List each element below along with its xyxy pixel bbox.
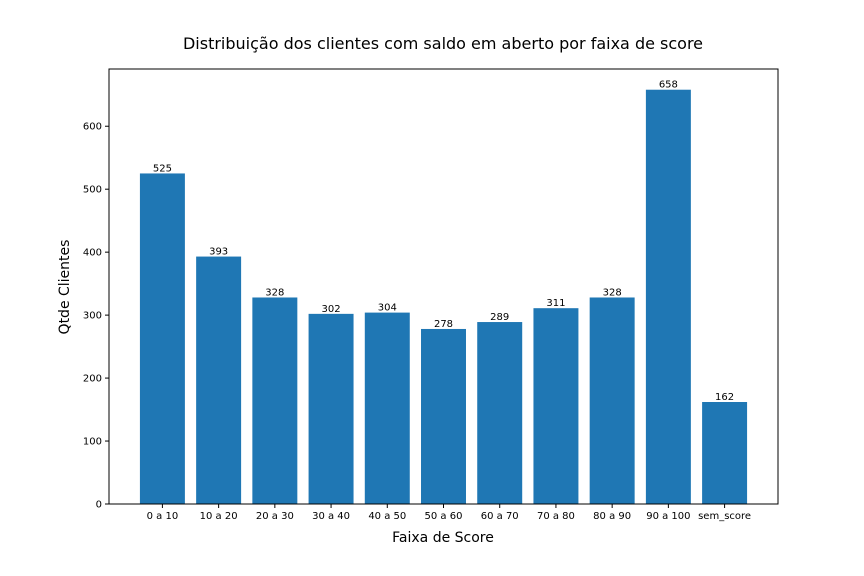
chart-title: Distribuição dos clientes com saldo em a… [183, 34, 703, 53]
y-tick-label: 500 [83, 185, 102, 196]
x-tick-label: 80 a 90 [593, 511, 631, 522]
data-label: 311 [546, 298, 565, 309]
data-label: 525 [153, 163, 172, 174]
data-label: 328 [265, 287, 284, 298]
data-label: 162 [715, 392, 734, 403]
y-tick-label: 0 [96, 500, 102, 511]
y-tick-label: 300 [83, 311, 102, 322]
bar-50-a-60 [421, 328, 466, 504]
data-label: 304 [378, 303, 397, 314]
data-label: 302 [322, 304, 341, 315]
bar-60-a-70 [477, 322, 523, 504]
x-tick-label: 0 a 10 [147, 511, 179, 522]
bar-20-a-30 [252, 297, 298, 504]
x-tick-label: 60 a 70 [481, 511, 519, 522]
bar-80-a-90 [589, 297, 635, 504]
bar-40-a-50 [364, 312, 410, 504]
x-tick-label: 50 a 60 [425, 511, 463, 522]
bars-group [139, 89, 748, 504]
data-label: 289 [490, 312, 509, 323]
y-tick-label: 100 [83, 437, 102, 448]
plot-frame [108, 68, 779, 505]
bar-0-a-10 [139, 173, 185, 504]
x-tick-label: 30 a 40 [312, 511, 350, 522]
bar-30-a-40 [308, 313, 354, 504]
bar-70-a-80 [533, 308, 579, 504]
y-axis-ticks: 0 100 200 300 400 500 600 [83, 122, 109, 511]
data-label: 393 [209, 247, 228, 258]
x-tick-label: sem_score [698, 511, 751, 522]
x-tick-label: 90 a 100 [646, 511, 690, 522]
y-tick-label: 200 [83, 374, 102, 385]
x-axis-ticks: 0 a 10 10 a 20 20 a 30 30 a 40 40 a 50 50 a 6… [147, 504, 751, 522]
bar-10-a-20 [196, 256, 242, 504]
x-tick-label: 20 a 30 [256, 511, 294, 522]
y-tick-label: 600 [83, 122, 102, 133]
bar-90-a-100 [645, 89, 691, 504]
x-tick-label: 10 a 20 [200, 511, 238, 522]
y-axis-label: Qtde Clientes [57, 240, 73, 335]
data-label: 328 [603, 287, 622, 298]
data-label: 278 [434, 319, 453, 330]
x-axis-label: Faixa de Score [392, 530, 494, 546]
y-tick-label: 400 [83, 248, 102, 259]
x-tick-label: 40 a 50 [368, 511, 406, 522]
bar-sem_score [702, 402, 748, 504]
data-label: 658 [659, 80, 678, 91]
value-labels-group: 525 393 328 302 304 278 289 311 328 658 162 [153, 80, 734, 403]
x-tick-label: 70 a 80 [537, 511, 575, 522]
